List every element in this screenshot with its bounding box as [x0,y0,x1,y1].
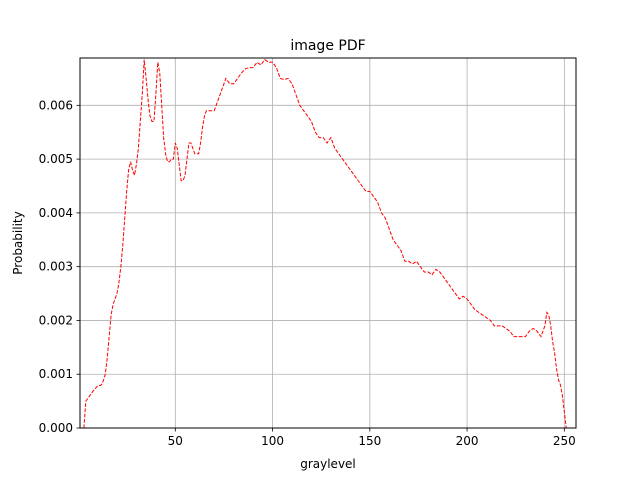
y-tick-label: 0.002 [39,313,73,327]
x-tick-label: 100 [261,434,284,448]
y-tick-label: 0.001 [39,367,73,381]
x-axis-label: graylevel [300,457,356,471]
ticks: 50 100 150 200 250 0.000 0.001 0.002 0.003 0.004 0… [39,98,576,448]
x-tick-label: 150 [358,434,381,448]
x-tick-label: 250 [553,434,576,448]
chart-title: image PDF [290,38,365,54]
y-tick-label: 0.004 [39,206,73,220]
x-tick-label: 200 [456,434,479,448]
axes-frame [79,57,577,429]
y-axis-label: Probability [11,211,25,274]
y-tick-label: 0.000 [39,421,73,435]
y-tick-label: 0.005 [39,152,73,166]
pdf-series-line [83,58,567,429]
y-tick-label: 0.003 [39,260,73,274]
plot-area [80,58,576,428]
x-tick-label: 50 [168,434,183,448]
series-layer [83,58,567,429]
y-tick-label: 0.006 [39,98,73,112]
